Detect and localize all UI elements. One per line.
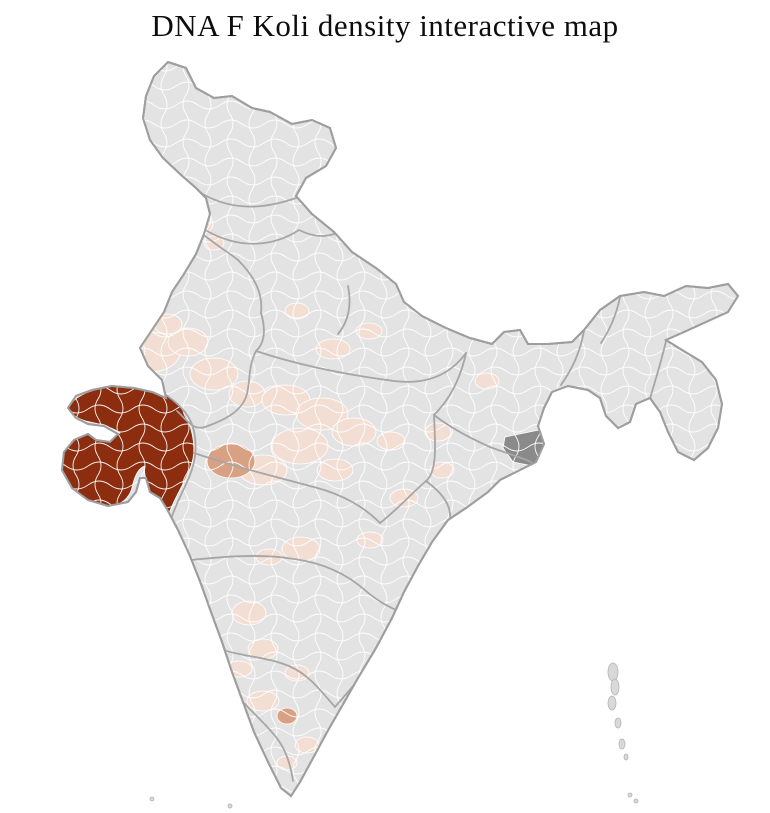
state-border-line bbox=[425, 480, 452, 522]
state-border-line bbox=[243, 702, 294, 782]
island[interactable] bbox=[610, 678, 620, 696]
island[interactable] bbox=[607, 662, 619, 682]
state-border-line bbox=[560, 330, 585, 386]
state-border-line bbox=[200, 192, 300, 208]
island[interactable] bbox=[627, 792, 633, 798]
state-border-line bbox=[255, 312, 265, 352]
island[interactable] bbox=[623, 753, 629, 761]
state-border-line bbox=[218, 648, 336, 708]
state-border-line bbox=[193, 452, 381, 524]
island[interactable] bbox=[149, 796, 155, 802]
state-border-line bbox=[179, 555, 399, 612]
state-border-line bbox=[204, 235, 239, 261]
island[interactable] bbox=[618, 738, 626, 750]
state-border-line bbox=[176, 350, 257, 429]
state-border-line bbox=[237, 259, 263, 314]
andaman-nicobar-islands[interactable] bbox=[607, 662, 639, 804]
island[interactable] bbox=[607, 695, 617, 711]
state-border-line bbox=[159, 390, 197, 527]
state-border-line bbox=[255, 350, 467, 383]
state-border-line bbox=[433, 352, 467, 416]
lakshadweep-islands[interactable] bbox=[149, 796, 233, 809]
state-border-line bbox=[600, 296, 621, 344]
india-outline bbox=[60, 60, 740, 798]
island[interactable] bbox=[614, 717, 622, 729]
density-regions bbox=[62, 62, 738, 796]
state-border-line bbox=[649, 340, 667, 400]
island[interactable] bbox=[227, 803, 233, 809]
state-border-line bbox=[206, 228, 335, 245]
island[interactable] bbox=[633, 798, 639, 804]
district-mesh-overlay bbox=[62, 62, 738, 796]
page-title: DNA F Koli density interactive map bbox=[151, 8, 619, 43]
state-border-line bbox=[337, 285, 351, 335]
state-border-line bbox=[433, 414, 532, 463]
